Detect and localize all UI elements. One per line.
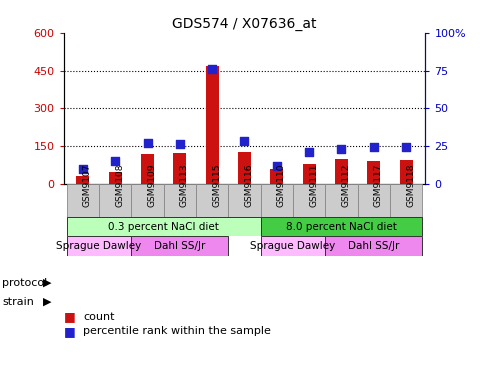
Bar <box>389 184 421 217</box>
Bar <box>205 66 218 184</box>
Point <box>79 166 87 172</box>
Point <box>272 163 280 168</box>
Text: GSM9108: GSM9108 <box>115 164 124 207</box>
Point <box>305 149 312 155</box>
Bar <box>260 217 421 236</box>
Point <box>240 139 248 145</box>
Bar <box>228 184 260 217</box>
Bar <box>131 236 228 256</box>
Text: GSM9110: GSM9110 <box>276 164 285 207</box>
Bar <box>173 153 186 184</box>
Text: protocol: protocol <box>2 277 48 288</box>
Bar <box>260 184 292 217</box>
Point <box>401 145 409 150</box>
Bar <box>325 184 357 217</box>
Text: GSM9117: GSM9117 <box>373 164 382 207</box>
Bar <box>334 158 347 184</box>
Bar <box>196 184 228 217</box>
Text: 0.3 percent NaCl diet: 0.3 percent NaCl diet <box>108 221 219 232</box>
Text: GSM9109: GSM9109 <box>147 164 156 207</box>
Point <box>337 146 345 152</box>
Bar <box>67 184 99 217</box>
Text: GSM9112: GSM9112 <box>341 164 350 207</box>
Bar <box>366 161 380 184</box>
Bar <box>163 184 196 217</box>
Text: GSM9113: GSM9113 <box>180 164 188 207</box>
Bar <box>76 176 89 184</box>
Text: Sprague Dawley: Sprague Dawley <box>250 241 335 251</box>
Text: ▶: ▶ <box>43 277 51 288</box>
Bar <box>292 184 325 217</box>
Text: ▶: ▶ <box>43 297 51 307</box>
Bar <box>67 217 260 236</box>
Bar <box>99 184 131 217</box>
Text: percentile rank within the sample: percentile rank within the sample <box>83 326 270 336</box>
Point <box>208 66 216 72</box>
Bar <box>141 153 154 184</box>
Text: GSM9116: GSM9116 <box>244 164 253 207</box>
Bar <box>238 152 250 184</box>
Text: GSM9107: GSM9107 <box>83 164 92 207</box>
Text: GSM9115: GSM9115 <box>212 164 221 207</box>
Bar <box>108 172 122 184</box>
Bar <box>399 160 412 184</box>
Point <box>111 158 119 164</box>
Bar <box>357 184 389 217</box>
Text: GSM9118: GSM9118 <box>405 164 414 207</box>
Text: strain: strain <box>2 297 34 307</box>
Bar <box>270 169 283 184</box>
Point <box>143 140 151 146</box>
Point <box>369 145 377 150</box>
Text: Dahl SS/Jr: Dahl SS/Jr <box>154 241 205 251</box>
Text: ■: ■ <box>63 325 75 338</box>
Bar <box>131 184 163 217</box>
Bar <box>67 236 131 256</box>
Bar <box>325 236 421 256</box>
Text: count: count <box>83 311 114 322</box>
Bar <box>302 164 315 184</box>
Bar <box>260 236 325 256</box>
Text: GSM9111: GSM9111 <box>308 164 318 207</box>
Title: GDS574 / X07636_at: GDS574 / X07636_at <box>172 16 316 30</box>
Text: 8.0 percent NaCl diet: 8.0 percent NaCl diet <box>285 221 396 232</box>
Point <box>176 142 183 147</box>
Text: Dahl SS/Jr: Dahl SS/Jr <box>347 241 399 251</box>
Text: Sprague Dawley: Sprague Dawley <box>57 241 142 251</box>
Text: ■: ■ <box>63 310 75 323</box>
